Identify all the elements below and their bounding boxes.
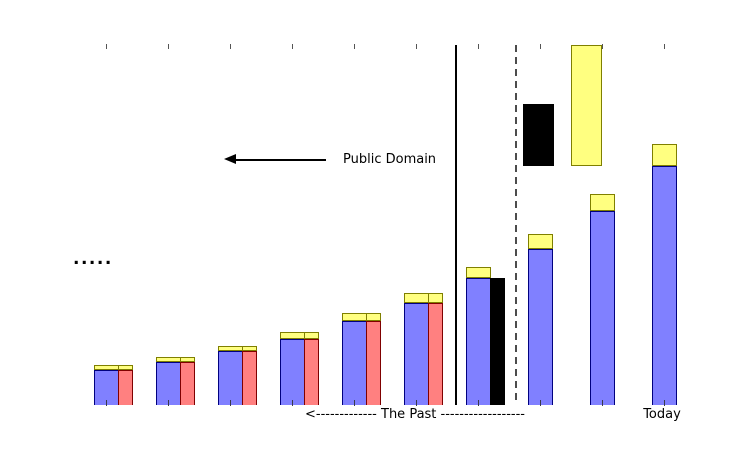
ellipsis-dots: ..... xyxy=(73,249,113,269)
bar-blue xyxy=(404,303,429,405)
bar-black xyxy=(490,278,505,405)
axis-tick-bottom xyxy=(229,400,231,406)
bar-blue xyxy=(218,351,243,405)
axis-tick-top xyxy=(663,44,665,49)
axis-tick-bottom xyxy=(415,400,417,406)
public-domain-label: Public Domain xyxy=(343,152,437,167)
bar-red xyxy=(180,362,195,405)
bar-cap-yellow xyxy=(428,293,443,303)
axis-tick-bottom xyxy=(477,400,479,406)
bar-red xyxy=(118,370,133,405)
axis-tick-bottom xyxy=(105,400,107,406)
left-arrow-head-icon xyxy=(224,154,236,164)
bar-blue xyxy=(528,249,553,405)
axis-tick-top xyxy=(105,44,107,49)
axis-tick-top xyxy=(291,44,293,49)
bar-cap-yellow xyxy=(466,267,491,278)
axis-tick-top xyxy=(477,44,479,49)
bar-cap-yellow xyxy=(404,293,429,303)
axis-tick-bottom xyxy=(353,400,355,406)
left-arrow-icon xyxy=(235,159,326,161)
bar-cap-yellow xyxy=(180,357,195,362)
bar-red xyxy=(304,339,319,405)
solid-separator-line xyxy=(455,45,457,405)
axis-tick-bottom xyxy=(291,400,293,406)
bar-cap-yellow xyxy=(156,357,181,362)
axis-tick-top xyxy=(415,44,417,49)
axis-tick-bottom xyxy=(539,400,541,406)
bar-blue xyxy=(342,321,367,405)
axis-tick-bottom xyxy=(167,400,169,406)
bar-blue xyxy=(590,211,615,405)
axis-tick-bottom xyxy=(601,400,603,406)
bar-cap-yellow xyxy=(242,346,257,351)
axis-tick-top xyxy=(601,44,603,49)
dashed-separator-line xyxy=(515,45,517,405)
bar-blue xyxy=(156,362,181,405)
bar-cap-yellow xyxy=(118,365,133,370)
floating-block-yellow xyxy=(571,45,602,166)
axis-tick-top xyxy=(539,44,541,49)
bar-cap-yellow xyxy=(366,313,381,321)
bar-cap-yellow xyxy=(218,346,243,351)
bar-blue xyxy=(466,278,491,405)
axis-tick-top xyxy=(353,44,355,49)
bar-cap-yellow xyxy=(280,332,305,339)
floating-block-black xyxy=(523,104,554,166)
axis-tick-top xyxy=(229,44,231,49)
bar-blue xyxy=(94,370,119,405)
bar-cap-yellow xyxy=(652,144,677,166)
bar-blue xyxy=(280,339,305,405)
the-past-axis-label: <------------- The Past ----------------… xyxy=(305,407,525,422)
bar-cap-yellow xyxy=(94,365,119,370)
bar-red xyxy=(242,351,257,405)
bar-blue xyxy=(652,166,677,405)
axis-tick-bottom xyxy=(663,400,665,406)
bar-cap-yellow xyxy=(304,332,319,339)
bar-cap-yellow xyxy=(342,313,367,321)
today-axis-label: Today xyxy=(643,407,681,422)
bar-cap-yellow xyxy=(590,194,615,211)
bar-cap-yellow xyxy=(528,234,553,249)
bar-red xyxy=(428,303,443,405)
axis-tick-top xyxy=(167,44,169,49)
bar-red xyxy=(366,321,381,405)
